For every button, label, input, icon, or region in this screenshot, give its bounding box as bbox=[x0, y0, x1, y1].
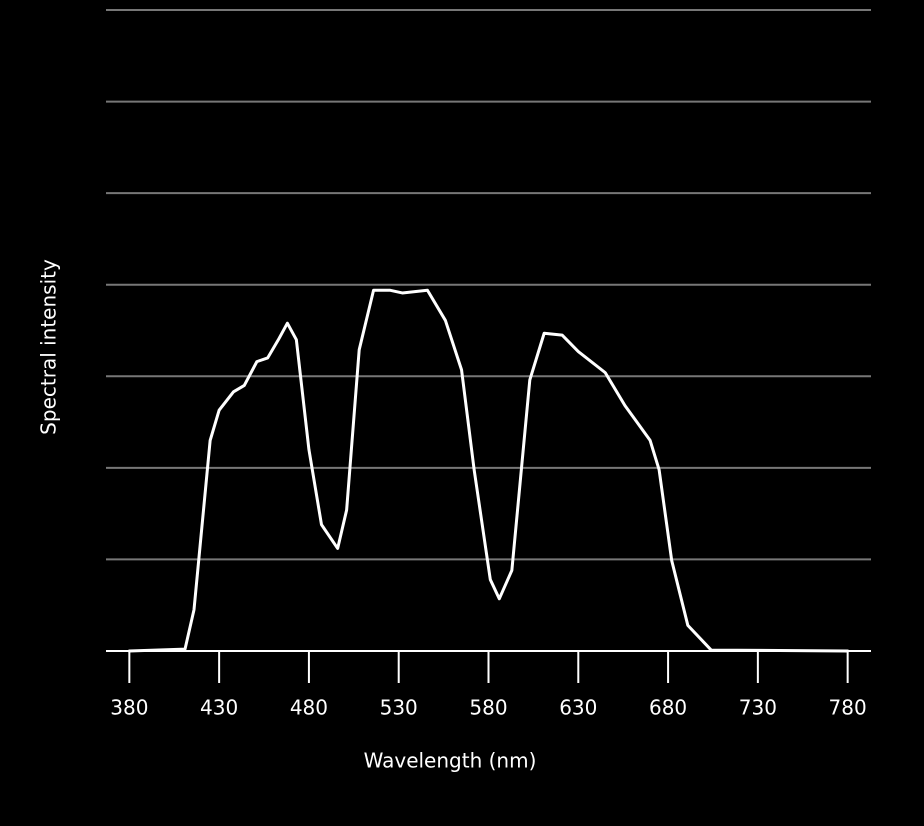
x-tick-label: 730 bbox=[739, 696, 777, 720]
x-tick-label: 780 bbox=[829, 696, 867, 720]
x-axis-label: Wavelength (nm) bbox=[364, 749, 537, 773]
spectrum-line bbox=[127, 288, 850, 653]
x-tick-label: 680 bbox=[649, 696, 687, 720]
x-tick-label: 630 bbox=[559, 696, 597, 720]
x-tick-label: 530 bbox=[380, 696, 418, 720]
x-tick-label: 380 bbox=[110, 696, 148, 720]
x-tick-label: 480 bbox=[290, 696, 328, 720]
y-axis-label: Spectral intensity bbox=[37, 259, 61, 435]
x-tick-label: 580 bbox=[469, 696, 507, 720]
x-tick-label: 430 bbox=[200, 696, 238, 720]
